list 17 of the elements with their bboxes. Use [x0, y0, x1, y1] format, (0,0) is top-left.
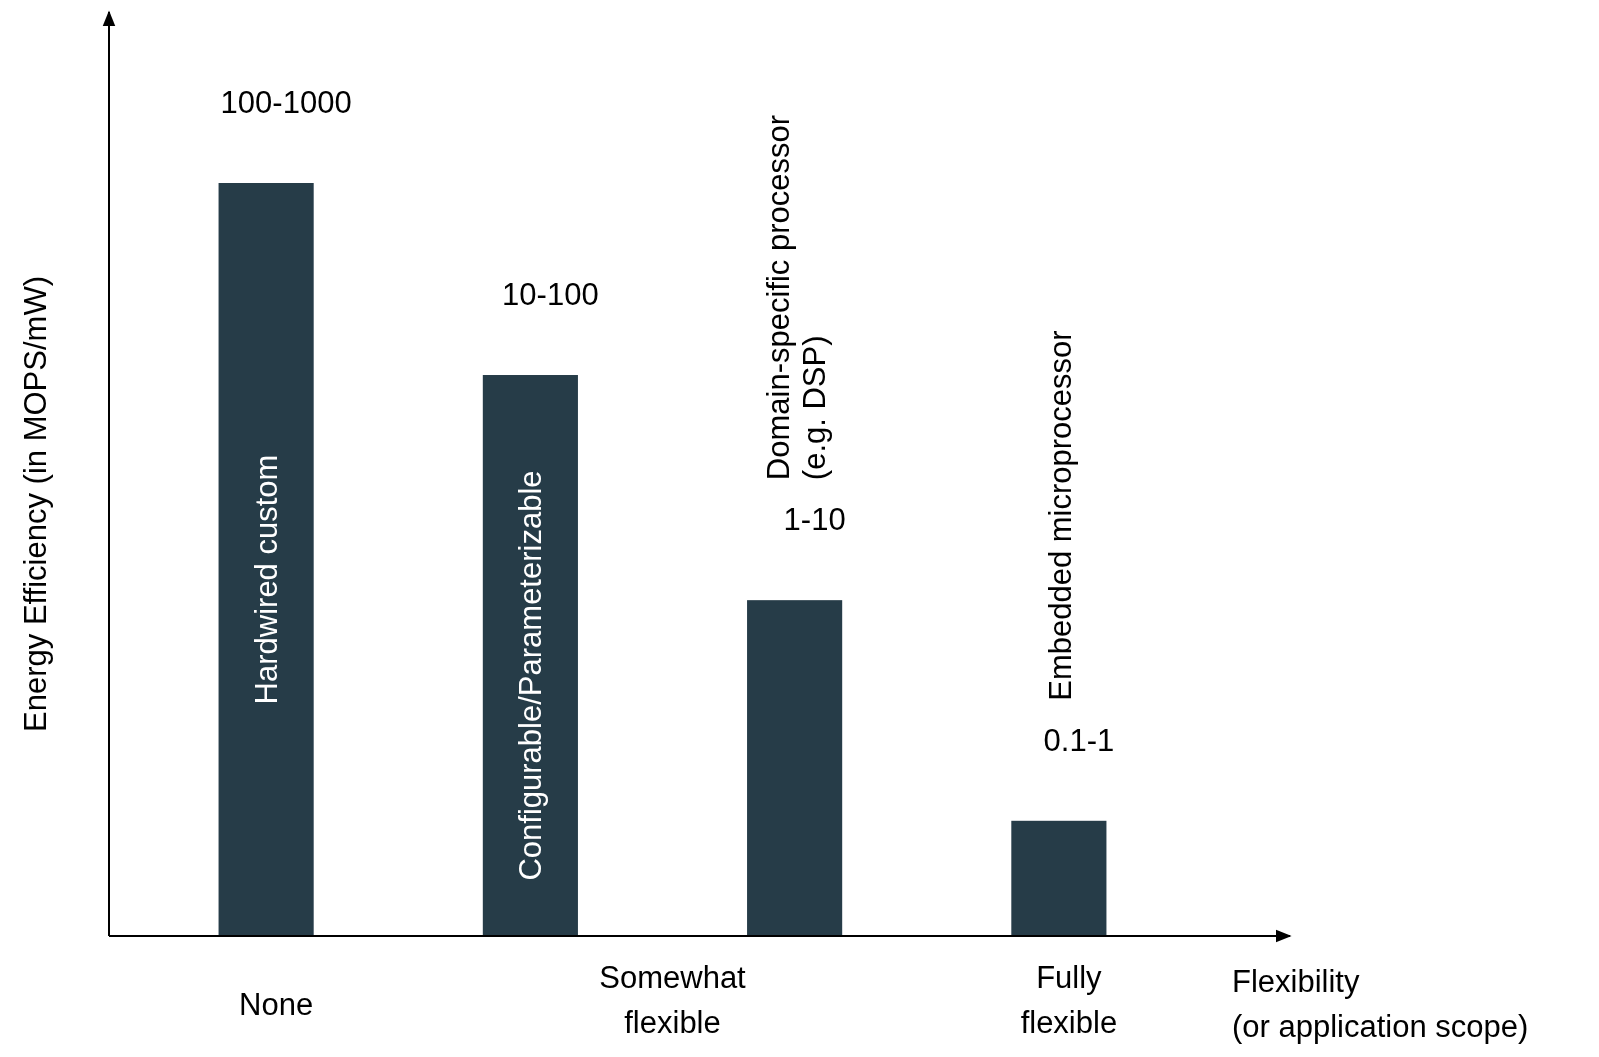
x-tick-label: Hardwired custom [249, 454, 285, 705]
x-tick-label: Domain-specific processor (e.g. DSP) [760, 114, 832, 481]
annotation: 10-100 [502, 277, 599, 313]
bar [1011, 820, 1107, 936]
x-tick-label: Configurable/Parameterizable [513, 470, 549, 881]
x-axis-title: Flexibility (or application scope) [1232, 964, 1529, 1044]
annotation: 0.1-1 [1043, 722, 1115, 758]
text: Fully flexible [1020, 960, 1118, 1040]
annotation: 1-10 [783, 502, 846, 538]
bar [218, 183, 314, 936]
text: Somewhat flexible [599, 960, 747, 1040]
x-tick-label: Embedded microprocessor [1042, 330, 1078, 701]
bar [747, 600, 843, 936]
bar [482, 375, 578, 936]
annotation: 100-1000 [220, 85, 352, 120]
text: None [239, 987, 314, 1022]
y-axis-title: Energy Efficiency (in MOPS/mW) [18, 276, 53, 732]
